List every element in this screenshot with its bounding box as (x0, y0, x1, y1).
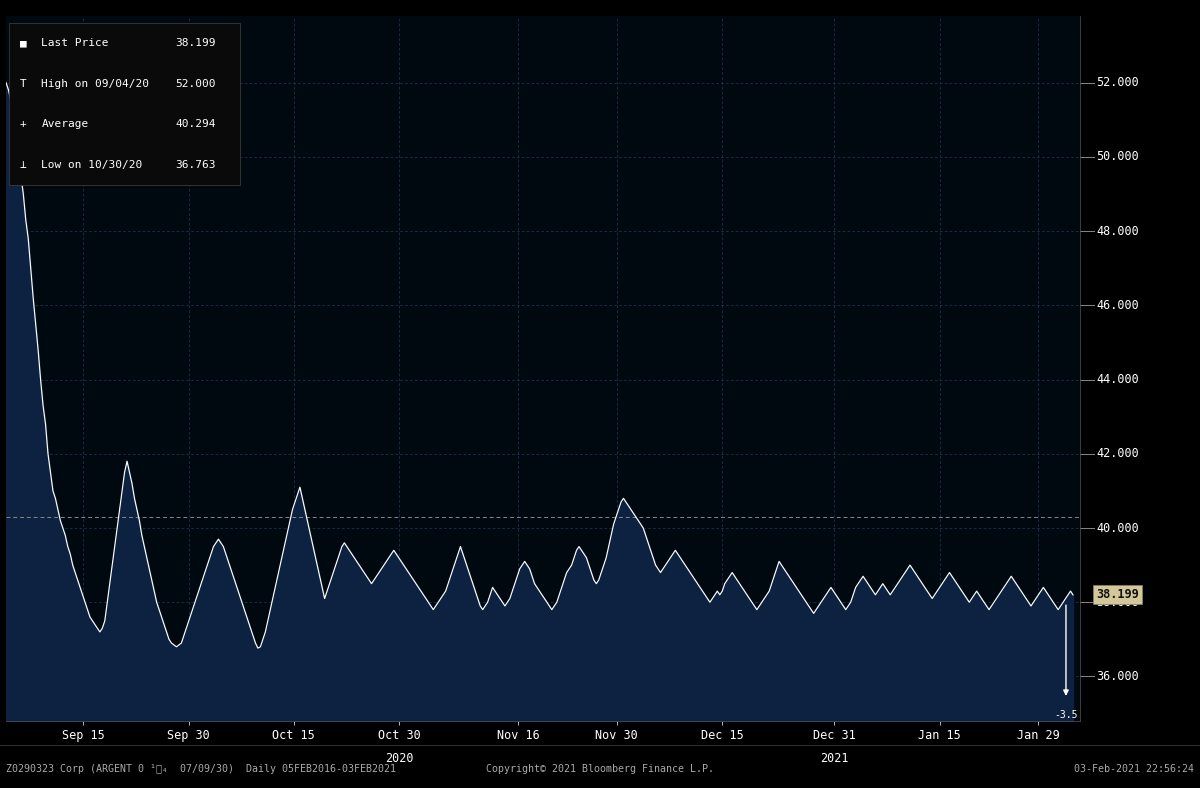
Text: Average: Average (42, 119, 89, 129)
FancyBboxPatch shape (10, 23, 240, 185)
Text: 52.000: 52.000 (1096, 76, 1139, 89)
Text: Low on 10/30/20: Low on 10/30/20 (42, 160, 143, 169)
Text: 38.000: 38.000 (1096, 596, 1139, 609)
Text: Z0290323 Corp (ARGENT 0 ¹⁄₄  07/09/30)  Daily 05FEB2016-03FEB2021: Z0290323 Corp (ARGENT 0 ¹⁄₄ 07/09/30) Da… (6, 764, 396, 774)
Text: Copyright© 2021 Bloomberg Finance L.P.: Copyright© 2021 Bloomberg Finance L.P. (486, 764, 714, 774)
Text: 44.000: 44.000 (1096, 373, 1139, 386)
Text: 40.294: 40.294 (175, 119, 216, 129)
Text: T: T (20, 79, 26, 88)
Text: High on 09/04/20: High on 09/04/20 (42, 79, 150, 88)
Text: 36.763: 36.763 (175, 160, 216, 169)
Text: 38.199: 38.199 (1096, 589, 1139, 601)
Text: ■: ■ (20, 38, 26, 48)
Text: 42.000: 42.000 (1096, 448, 1139, 460)
Text: 2020: 2020 (385, 752, 413, 764)
Text: 48.000: 48.000 (1096, 225, 1139, 237)
Text: +: + (20, 119, 26, 129)
Text: 40.000: 40.000 (1096, 522, 1139, 534)
Text: -3.5: -3.5 (1055, 710, 1078, 720)
Text: 46.000: 46.000 (1096, 299, 1139, 312)
Text: 36.000: 36.000 (1096, 670, 1139, 683)
Text: 2021: 2021 (820, 752, 848, 764)
Text: 38.199: 38.199 (175, 38, 216, 48)
Text: 03-Feb-2021 22:56:24: 03-Feb-2021 22:56:24 (1074, 764, 1194, 774)
Text: Last Price: Last Price (42, 38, 109, 48)
Text: 52.000: 52.000 (175, 79, 216, 88)
Text: ⊥: ⊥ (20, 160, 26, 169)
Text: 50.000: 50.000 (1096, 151, 1139, 163)
